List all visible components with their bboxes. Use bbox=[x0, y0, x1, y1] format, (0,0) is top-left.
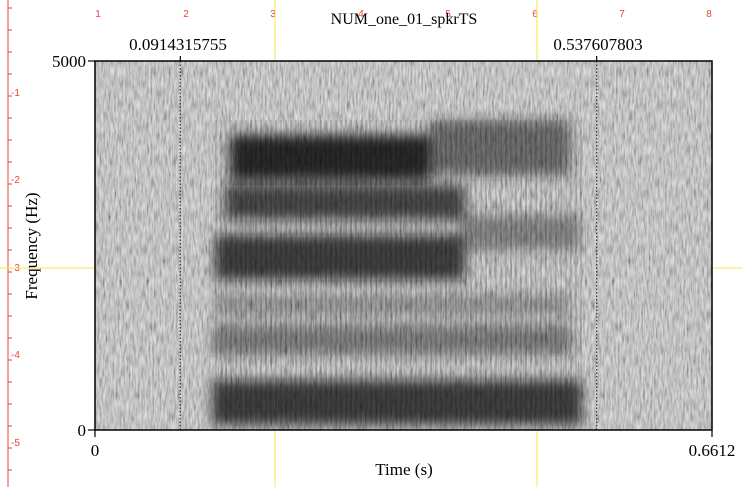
left-ruler: -1-2-3-4-5 bbox=[8, 7, 20, 471]
ruler-top-label: 6 bbox=[532, 9, 538, 20]
ruler-left-label: -1 bbox=[11, 88, 20, 99]
ruler-top-label: 5 bbox=[445, 9, 451, 20]
ruler-left-label: -2 bbox=[11, 175, 20, 186]
y-tick-min: 0 bbox=[78, 421, 87, 440]
ruler-left-label: -5 bbox=[11, 438, 20, 449]
plot-frame bbox=[94, 60, 713, 431]
ruler-top-label: 4 bbox=[358, 9, 364, 20]
ruler-top-label: 1 bbox=[95, 9, 101, 20]
cursor-lines bbox=[179, 56, 598, 430]
x-tick-min: 0 bbox=[91, 441, 100, 460]
ruler-top-label: 3 bbox=[270, 9, 276, 20]
cursor-label-left: 0.0914315755 bbox=[129, 35, 227, 54]
x-tick-max: 0.6612 bbox=[689, 441, 736, 460]
voicing-striations bbox=[212, 120, 582, 425]
y-axis-label: Frequency (Hz) bbox=[22, 192, 41, 299]
chart-title: NUM_one_01_spkrTS bbox=[331, 11, 478, 28]
ruler-top-label: 8 bbox=[706, 9, 712, 20]
x-axis-label: Time (s) bbox=[375, 460, 432, 479]
ruler-top-label: 2 bbox=[183, 9, 189, 20]
y-tick-max: 5000 bbox=[52, 52, 86, 71]
ruler-left-label: -4 bbox=[11, 350, 20, 361]
top-ruler: 1 2 3 4 5 6 7 8 bbox=[95, 9, 712, 20]
spectrogram-area bbox=[95, 61, 712, 430]
axis-ticks bbox=[88, 60, 713, 437]
ruler-top-label: 7 bbox=[619, 9, 625, 20]
cursor-label-right: 0.537607803 bbox=[553, 35, 642, 54]
